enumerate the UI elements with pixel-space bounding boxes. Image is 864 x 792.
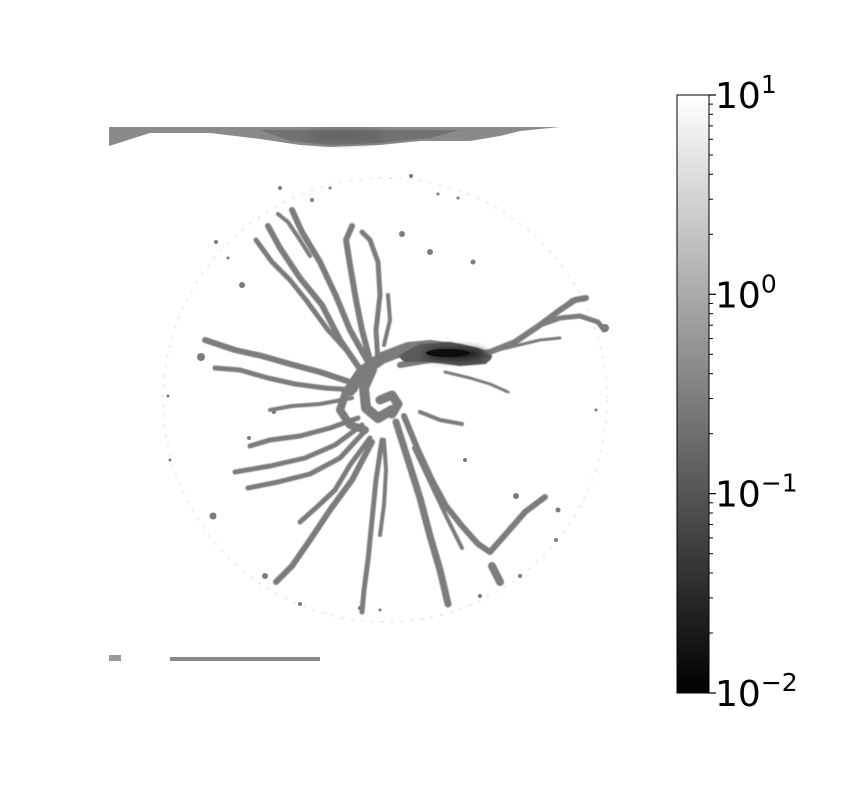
colorbar-tick-label: 101 <box>715 70 777 117</box>
tick-label-base: 10 <box>715 674 761 715</box>
bottom-strip-left <box>109 655 121 661</box>
domain-rim <box>162 177 608 623</box>
bottom-strip <box>170 657 320 661</box>
top-band-core <box>305 130 385 142</box>
dark-core-inner <box>426 349 470 357</box>
tick-label-exponent: −2 <box>761 668 798 697</box>
droplets <box>166 174 609 612</box>
colorbar-tick-label: 10−2 <box>715 668 798 715</box>
tick-label-exponent: 1 <box>761 70 777 99</box>
tick-label-exponent: 0 <box>761 269 777 298</box>
tick-label-exponent: −1 <box>761 469 798 498</box>
heatmap-image <box>109 127 643 661</box>
channel-network <box>202 207 607 615</box>
tick-label-base: 10 <box>715 76 761 117</box>
tick-label-base: 10 <box>715 475 761 516</box>
colorbar-tick-label: 10−1 <box>715 469 798 516</box>
tick-label-base: 10 <box>715 275 761 316</box>
colorbar-tick-label: 100 <box>715 269 777 316</box>
colorbar-gradient <box>676 94 710 694</box>
heatmap-background <box>109 127 643 661</box>
